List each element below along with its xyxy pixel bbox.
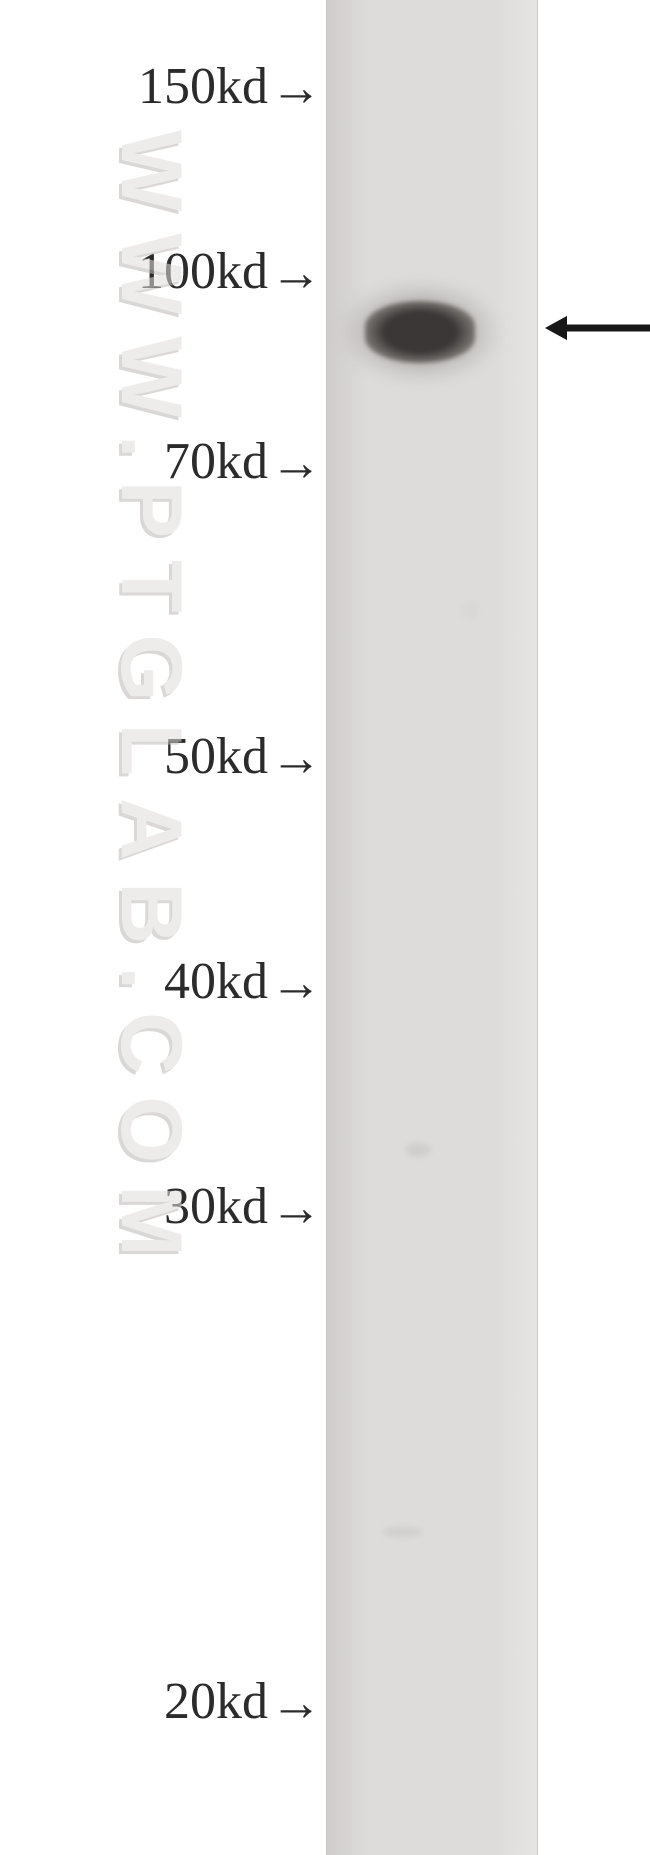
mw-marker-arrow-icon: → [270,248,322,300]
gel-lane [326,0,538,1855]
mw-marker-text: 20kd [164,1673,268,1730]
band-indicator-arrow [543,306,650,350]
mw-marker-arrow-icon: → [270,1678,322,1730]
lane-smudge [405,1143,431,1157]
mw-marker-text: 40kd [164,953,268,1010]
mw-marker: 100kd→ [0,246,322,298]
mw-marker: 150kd→ [0,61,322,113]
mw-marker-text: 50kd [164,728,268,785]
mw-marker: 30kd→ [0,1181,322,1233]
mw-marker-arrow-icon: → [270,438,322,490]
mw-marker-arrow-icon: → [270,63,322,115]
mw-marker-arrow-icon: → [270,958,322,1010]
mw-marker: 70kd→ [0,436,322,488]
mw-marker: 20kd→ [0,1676,322,1728]
protein-band [365,301,475,363]
lane-smudge [461,601,479,619]
mw-marker-text: 70kd [164,433,268,490]
mw-marker-text: 100kd [138,243,268,300]
mw-marker-arrow-icon: → [270,1183,322,1235]
mw-marker-text: 30kd [164,1178,268,1235]
blot-figure: 150kd→100kd→70kd→50kd→40kd→30kd→20kd→ WW… [0,0,650,1855]
mw-marker-arrow-icon: → [270,733,322,785]
watermark-text: WWW.PTGLAB.COM [101,130,200,1279]
mw-marker-text: 150kd [138,58,268,115]
mw-marker: 50kd→ [0,731,322,783]
lane-smudge [382,1527,422,1537]
mw-marker: 40kd→ [0,956,322,1008]
